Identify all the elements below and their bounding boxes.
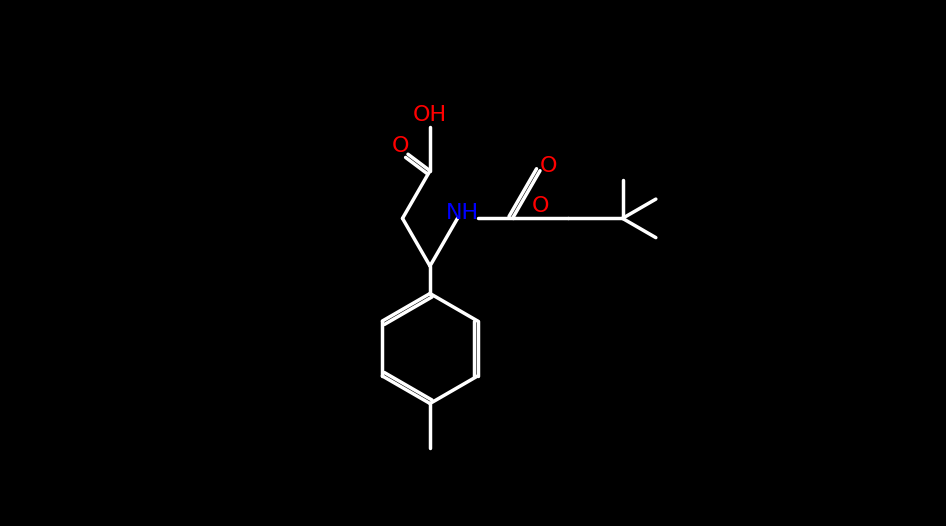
Text: O: O	[532, 196, 549, 216]
Text: OH: OH	[413, 105, 447, 125]
Text: NH: NH	[446, 204, 479, 224]
Text: O: O	[539, 156, 557, 176]
Text: O: O	[392, 136, 409, 156]
